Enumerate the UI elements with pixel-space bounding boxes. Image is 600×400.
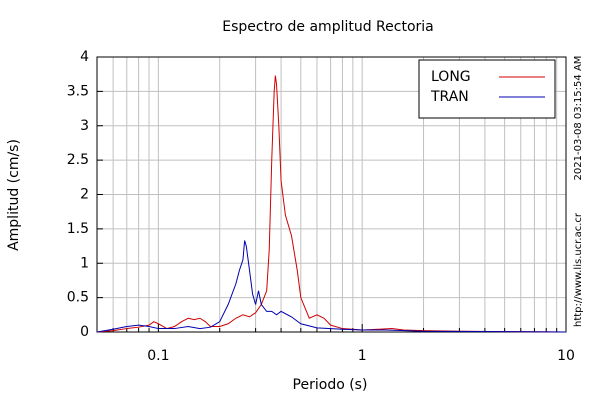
y-tick-label: 2 [80, 187, 89, 203]
y-tick-label: 4 [80, 49, 89, 65]
y-tick-label: 0 [80, 324, 89, 340]
plot-frame [96, 56, 567, 333]
x-tick-label: 1 [358, 348, 367, 364]
legend-label: LONG [431, 69, 471, 85]
y-tick-label: 3 [80, 118, 89, 134]
timestamp: 2021-03-08 03:15:54 AM [573, 56, 584, 181]
y-tick-label: 1.5 [67, 221, 89, 237]
y-tick-label: 3.5 [67, 83, 89, 99]
x-tick-label: 0.1 [147, 348, 169, 364]
legend-box [418, 59, 556, 119]
y-tick-label: 0.5 [67, 290, 89, 306]
y-tick-label: 2.5 [67, 152, 89, 168]
x-axis-label: Periodo (s) [293, 377, 368, 393]
source-url: http://www.lis.ucr.ac.cr [573, 212, 584, 327]
legend-label: TRAN [430, 89, 469, 105]
y-tick-label: 1 [80, 255, 89, 271]
chart-title: Espectro de amplitud Rectoria [222, 19, 434, 35]
y-axis-label: Amplitud (cm/s) [6, 139, 22, 251]
series-line [96, 240, 567, 333]
x-tick-label: 10 [557, 348, 575, 364]
